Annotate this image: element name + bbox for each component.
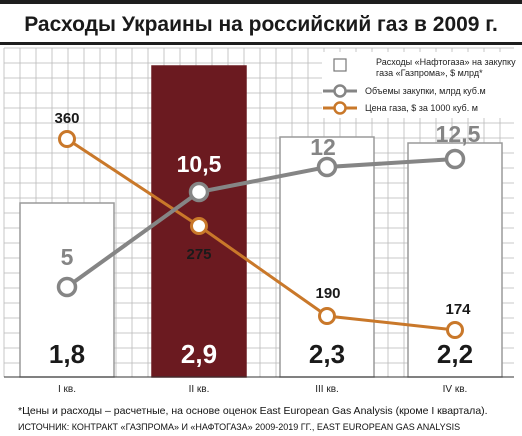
footer-background [0, 398, 522, 436]
x-tick-label: I кв. [58, 384, 76, 395]
x-axis: I кв. II кв. III кв. IV кв. [4, 376, 514, 395]
x-tick-label: III кв. [315, 384, 339, 395]
price-point [58, 130, 76, 148]
price-line [66, 137, 456, 332]
legend-price-label: Цена газа, $ за 1000 куб. м [365, 103, 478, 113]
x-tick-label: II кв. [189, 384, 210, 395]
legend-bar-label: газа «Газпрома», $ млрд* [376, 68, 483, 78]
volume-point [316, 156, 338, 178]
legend-price-swatch-marker [333, 101, 347, 115]
volume-value-label: 5 [61, 244, 74, 270]
legend-volume-label: Объемы закупки, млрд куб.м [365, 86, 486, 96]
legend-bar-label: Расходы «Нафтогаза» на закупку [376, 57, 516, 67]
legend-volume-swatch-marker [333, 84, 347, 98]
source-note: ИСТОЧНИК: КОНТРАКТ «ГАЗПРОМА» И «НАФТОГА… [18, 422, 460, 432]
volume-point [56, 276, 78, 298]
chart-title: Расходы Украины на российский газ в 2009… [24, 13, 498, 36]
volume-value-label: 10,5 [177, 151, 222, 177]
title-bar-bottom [0, 42, 522, 45]
lines: 5 10,5 12 12,5 360 275 190 174 [54, 110, 481, 339]
bars: 1,8 2,9 2,3 2,2 [19, 65, 503, 378]
price-value-label: 275 [186, 246, 211, 263]
bar [151, 65, 247, 378]
legend-bar-swatch [333, 58, 347, 72]
volume-line [65, 157, 456, 289]
volume-point [444, 148, 466, 170]
volume-point [188, 181, 210, 203]
bar-value-label: 2,3 [309, 339, 345, 369]
title-bar-top [0, 0, 522, 4]
price-value-label: 190 [315, 285, 340, 302]
price-point [446, 321, 464, 339]
footnote: *Цены и расходы – расчетные, на основе о… [18, 405, 488, 417]
volume-value-label: 12 [310, 134, 336, 160]
price-value-label: 174 [445, 301, 471, 318]
x-tick-label: IV кв. [443, 384, 468, 395]
bar-value-label: 2,2 [437, 339, 473, 369]
price-point [318, 307, 336, 325]
bar-value-label: 2,9 [181, 339, 217, 369]
title-background [0, 4, 522, 42]
volume-value-label: 12,5 [436, 121, 481, 147]
bar-value-label: 1,8 [49, 339, 85, 369]
price-point [190, 217, 208, 235]
price-value-label: 360 [54, 110, 79, 127]
